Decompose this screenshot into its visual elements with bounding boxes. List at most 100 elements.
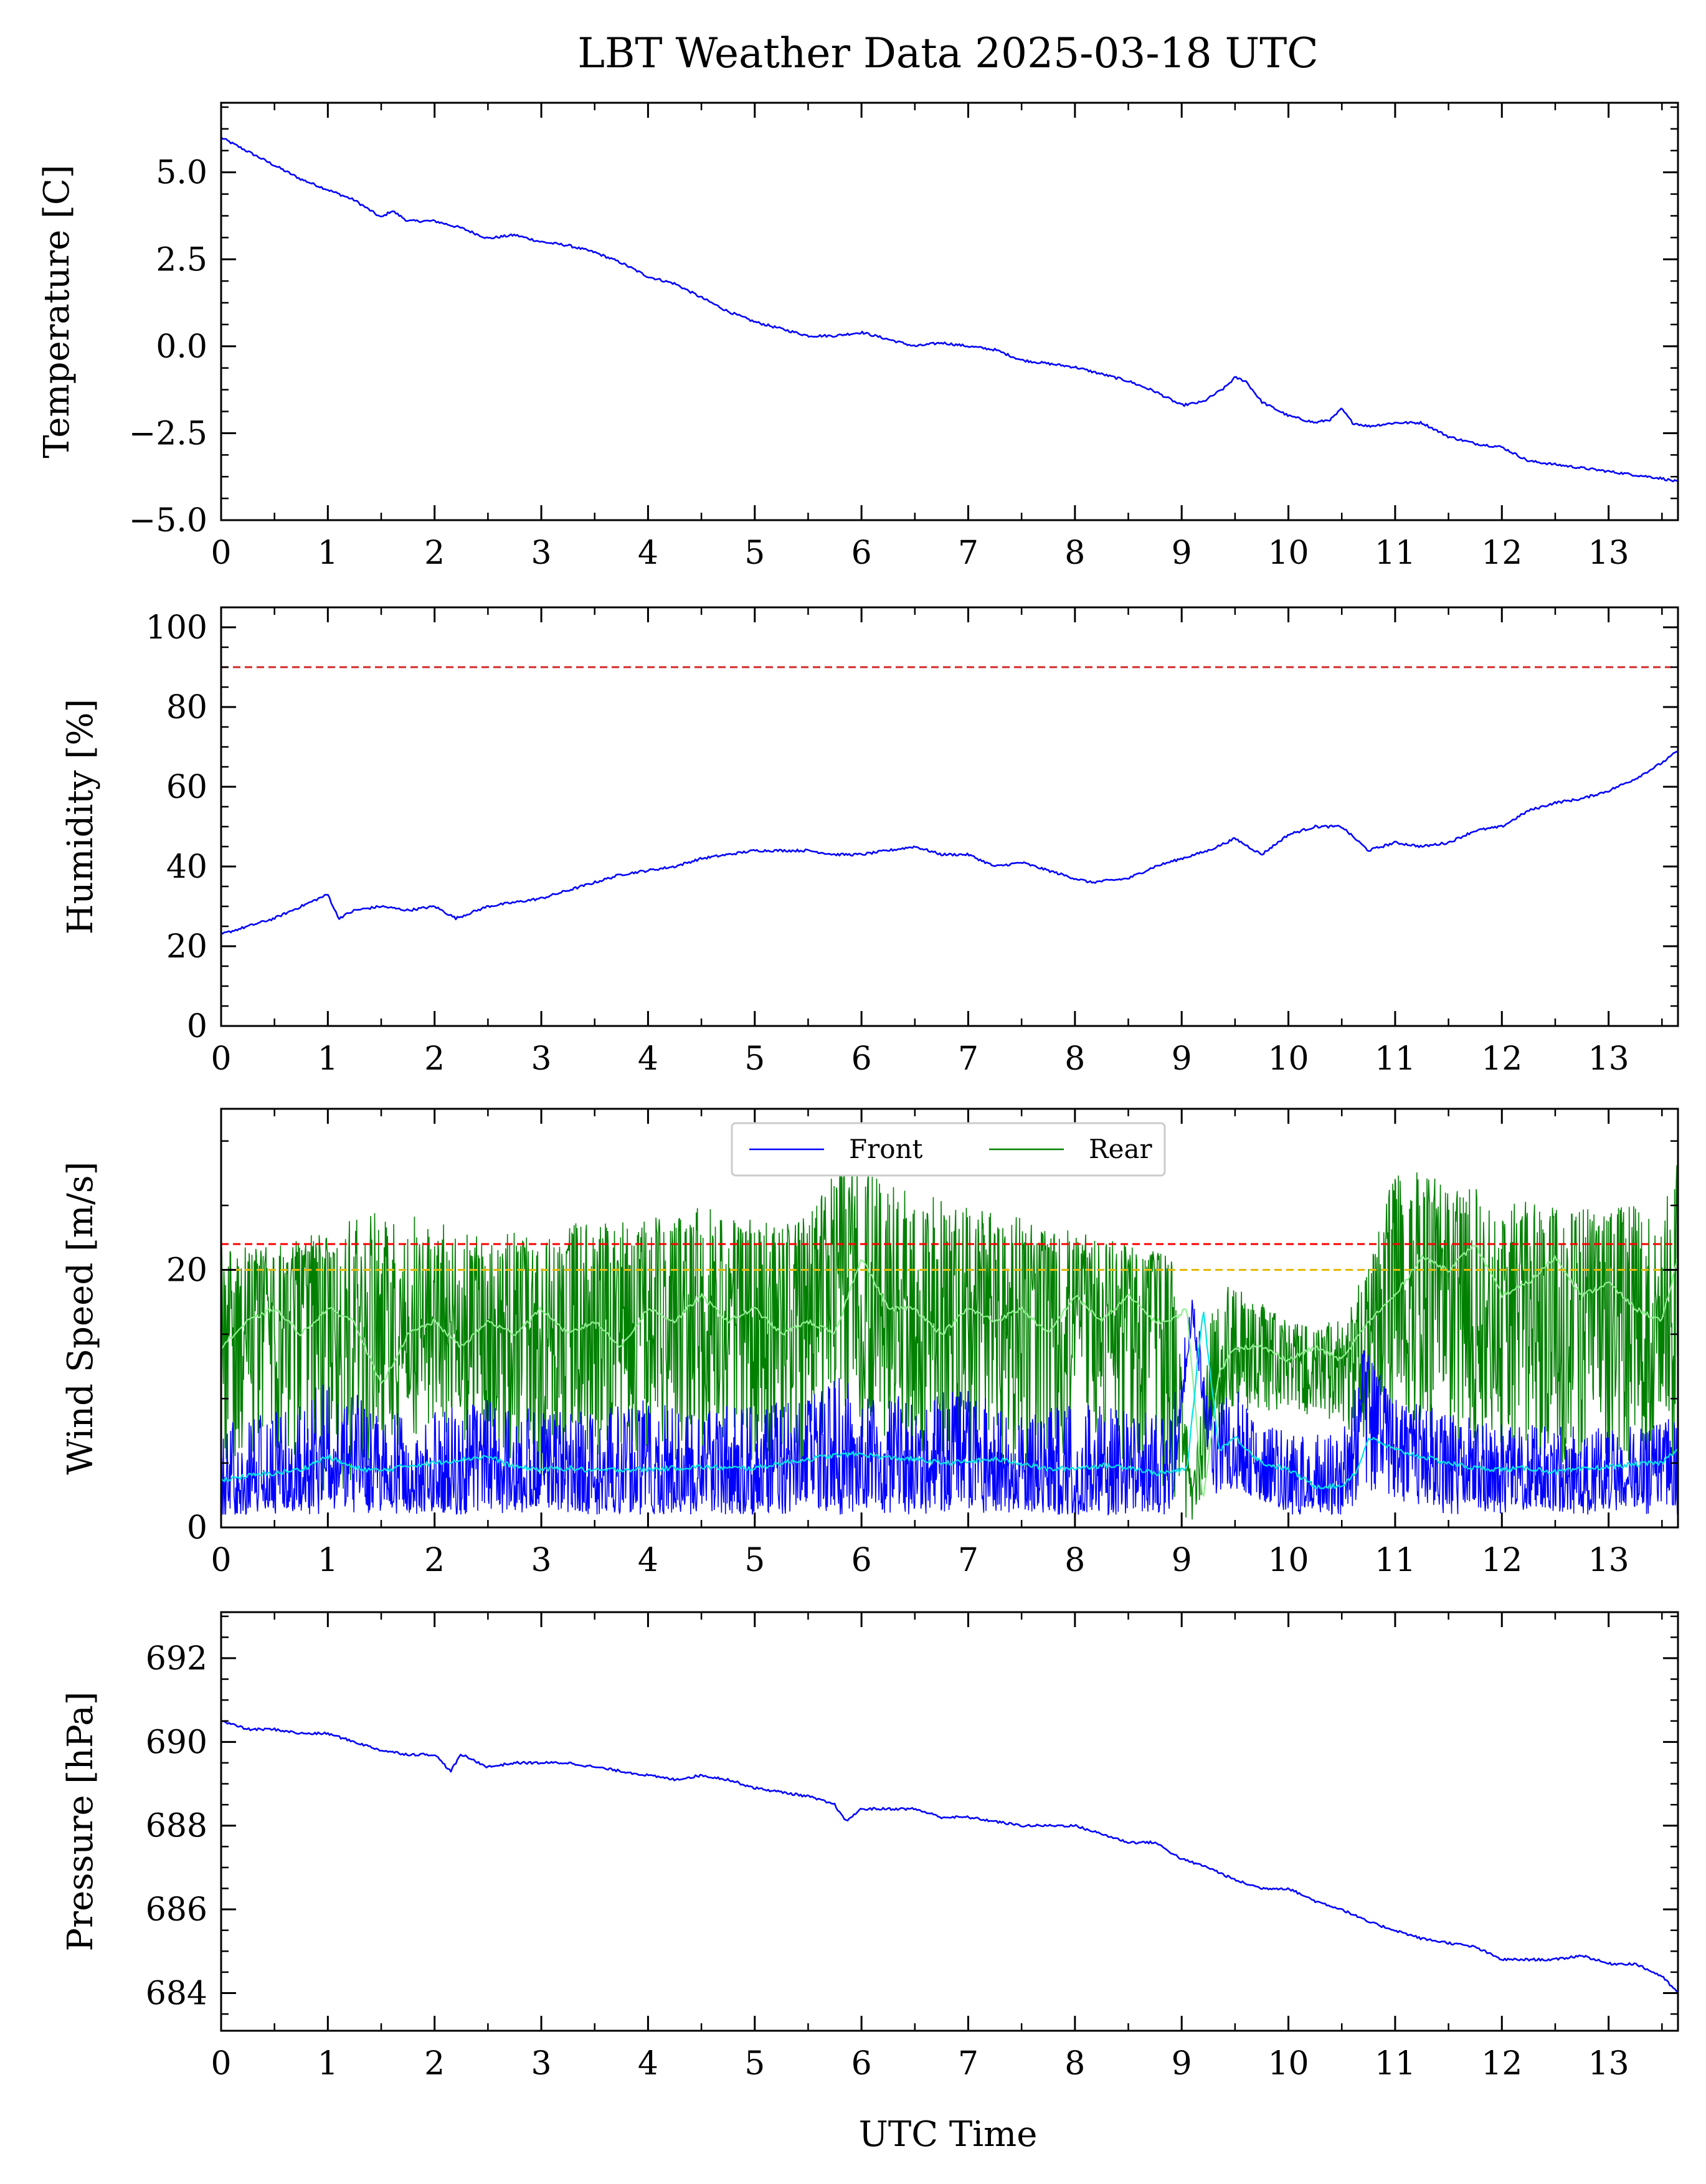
x-tick-label-humidity: 2 bbox=[424, 1040, 445, 1078]
series-wind-3 bbox=[221, 1311, 1678, 1489]
x-tick-label-wind: 6 bbox=[851, 1542, 872, 1579]
panel-pressure: 0 1 2 3 4 5 6 7 8 9 10 11 12 13684686688690692Pressur… bbox=[60, 1611, 1679, 2082]
x-tick-label-humidity: 12 bbox=[1481, 1040, 1522, 1078]
x-tick-label-humidity: 1 bbox=[318, 1040, 338, 1078]
x-tick-label-humidity: 8 bbox=[1064, 1040, 1085, 1078]
y-tick-label-temperature: 2.5 bbox=[156, 241, 207, 278]
x-tick-label-wind: 1 bbox=[318, 1542, 338, 1579]
y-tick-label-humidity: 80 bbox=[166, 689, 207, 726]
x-tick-label-wind: 3 bbox=[531, 1542, 552, 1579]
plot-area-pressure bbox=[221, 1720, 1678, 1993]
y-tick-label-wind: 0 bbox=[187, 1509, 207, 1547]
y-tick-label-humidity: 20 bbox=[166, 928, 207, 966]
x-tick-label-wind: 7 bbox=[958, 1542, 979, 1579]
x-tick-label-humidity: 13 bbox=[1588, 1040, 1629, 1078]
series-wind-rear bbox=[221, 1159, 1678, 1520]
x-tick-label-humidity: 3 bbox=[531, 1040, 552, 1078]
y-tick-label-temperature: 0.0 bbox=[156, 328, 207, 366]
y-axis-label-temperature: Temperature [C] bbox=[37, 164, 77, 458]
x-tick-label-temperature: 0 bbox=[211, 534, 231, 572]
x-tick-label-wind: 4 bbox=[638, 1542, 658, 1579]
y-tick-label-pressure: 692 bbox=[146, 1640, 207, 1678]
y-axis-label-pressure: Pressure [hPa] bbox=[60, 1691, 101, 1951]
x-tick-label-temperature: 13 bbox=[1588, 534, 1629, 572]
panel-frame-temperature bbox=[220, 102, 1679, 521]
panel-frame-humidity bbox=[220, 606, 1679, 1027]
x-tick-label-wind: 0 bbox=[211, 1542, 231, 1579]
y-tick-label-temperature: −5.0 bbox=[129, 502, 207, 539]
x-tick-label-pressure: 12 bbox=[1481, 2045, 1522, 2082]
y-tick-label-wind: 20 bbox=[166, 1251, 207, 1289]
legend-label-rear: Rear bbox=[1089, 1134, 1153, 1164]
y-tick-label-humidity: 0 bbox=[187, 1008, 207, 1045]
y-tick-label-temperature: −2.5 bbox=[129, 415, 207, 452]
x-tick-label-pressure: 9 bbox=[1172, 2045, 1192, 2082]
x-tick-label-wind: 5 bbox=[744, 1542, 765, 1579]
x-tick-label-temperature: 11 bbox=[1375, 534, 1416, 572]
plot-area-humidity bbox=[221, 666, 1678, 934]
series-wind-front bbox=[221, 1299, 1678, 1516]
y-axis-label-wind: Wind Speed [m/s] bbox=[60, 1162, 101, 1475]
y-tick-label-pressure: 688 bbox=[146, 1808, 207, 1845]
x-tick-label-pressure: 11 bbox=[1375, 2045, 1416, 2082]
figure-title: LBT Weather Data 2025-03-18 UTC bbox=[577, 29, 1319, 77]
series-temperature-0 bbox=[221, 136, 1678, 483]
series-wind-2 bbox=[221, 1245, 1678, 1497]
y-tick-label-pressure: 686 bbox=[146, 1891, 207, 1929]
x-tick-label-temperature: 5 bbox=[744, 534, 765, 572]
legend-label-front: Front bbox=[849, 1134, 923, 1164]
x-tick-label-wind: 13 bbox=[1588, 1542, 1629, 1579]
x-tick-label-pressure: 8 bbox=[1064, 2045, 1085, 2082]
x-tick-label-pressure: 4 bbox=[638, 2045, 658, 2082]
panel-frame-pressure bbox=[220, 1611, 1679, 2032]
x-tick-label-humidity: 0 bbox=[211, 1040, 231, 1078]
x-axis-label: UTC Time bbox=[859, 2114, 1038, 2155]
y-tick-label-pressure: 684 bbox=[146, 1975, 207, 2013]
x-tick-label-humidity: 6 bbox=[851, 1040, 872, 1078]
x-tick-label-pressure: 0 bbox=[211, 2045, 231, 2082]
x-tick-label-temperature: 1 bbox=[318, 534, 338, 572]
x-tick-label-temperature: 12 bbox=[1481, 534, 1522, 572]
x-tick-label-wind: 9 bbox=[1172, 1542, 1192, 1579]
plot-area-temperature bbox=[221, 136, 1678, 483]
x-tick-label-humidity: 10 bbox=[1268, 1040, 1309, 1078]
x-tick-label-pressure: 5 bbox=[744, 2045, 765, 2082]
x-tick-label-temperature: 4 bbox=[638, 534, 658, 572]
x-tick-label-wind: 8 bbox=[1064, 1542, 1085, 1579]
x-tick-label-humidity: 9 bbox=[1172, 1040, 1192, 1078]
y-tick-label-humidity: 100 bbox=[146, 609, 207, 647]
legend-box bbox=[731, 1122, 1166, 1177]
x-tick-label-pressure: 7 bbox=[958, 2045, 979, 2082]
panel-frame-wind bbox=[220, 1108, 1679, 1529]
x-tick-label-temperature: 3 bbox=[531, 534, 552, 572]
x-tick-label-temperature: 2 bbox=[424, 534, 445, 572]
legend: Front Rear bbox=[731, 1122, 1166, 1177]
x-tick-label-wind: 2 bbox=[424, 1542, 445, 1579]
x-tick-label-temperature: 7 bbox=[958, 534, 979, 572]
y-tick-label-humidity: 60 bbox=[166, 769, 207, 806]
x-tick-label-temperature: 8 bbox=[1064, 534, 1085, 572]
series-humidity-0 bbox=[221, 751, 1678, 934]
x-tick-label-temperature: 10 bbox=[1268, 534, 1309, 572]
x-tick-label-pressure: 10 bbox=[1268, 2045, 1309, 2082]
panels: 0 1 2 3 4 5 6 7 8 9 10 11 12 135.02.50.0−2.5−5.0Tempe… bbox=[37, 102, 1679, 2082]
x-tick-label-humidity: 4 bbox=[638, 1040, 658, 1078]
y-tick-label-pressure: 690 bbox=[146, 1724, 207, 1761]
x-tick-label-wind: 10 bbox=[1268, 1542, 1309, 1579]
y-tick-label-temperature: 5.0 bbox=[156, 154, 207, 192]
series-pressure-0 bbox=[221, 1720, 1678, 1993]
x-tick-label-pressure: 6 bbox=[851, 2045, 872, 2082]
panel-temperature: 0 1 2 3 4 5 6 7 8 9 10 11 12 135.02.50.0−2.5−5.0Tempe… bbox=[37, 102, 1679, 572]
x-tick-label-humidity: 5 bbox=[744, 1040, 765, 1078]
x-tick-label-temperature: 6 bbox=[851, 534, 872, 572]
x-tick-label-pressure: 2 bbox=[424, 2045, 445, 2082]
plot-area-wind bbox=[221, 1159, 1678, 1520]
x-tick-label-humidity: 11 bbox=[1375, 1040, 1416, 1078]
y-tick-label-humidity: 40 bbox=[166, 848, 207, 886]
y-axis-label-humidity: Humidity [%] bbox=[60, 699, 101, 935]
x-tick-label-pressure: 13 bbox=[1588, 2045, 1629, 2082]
